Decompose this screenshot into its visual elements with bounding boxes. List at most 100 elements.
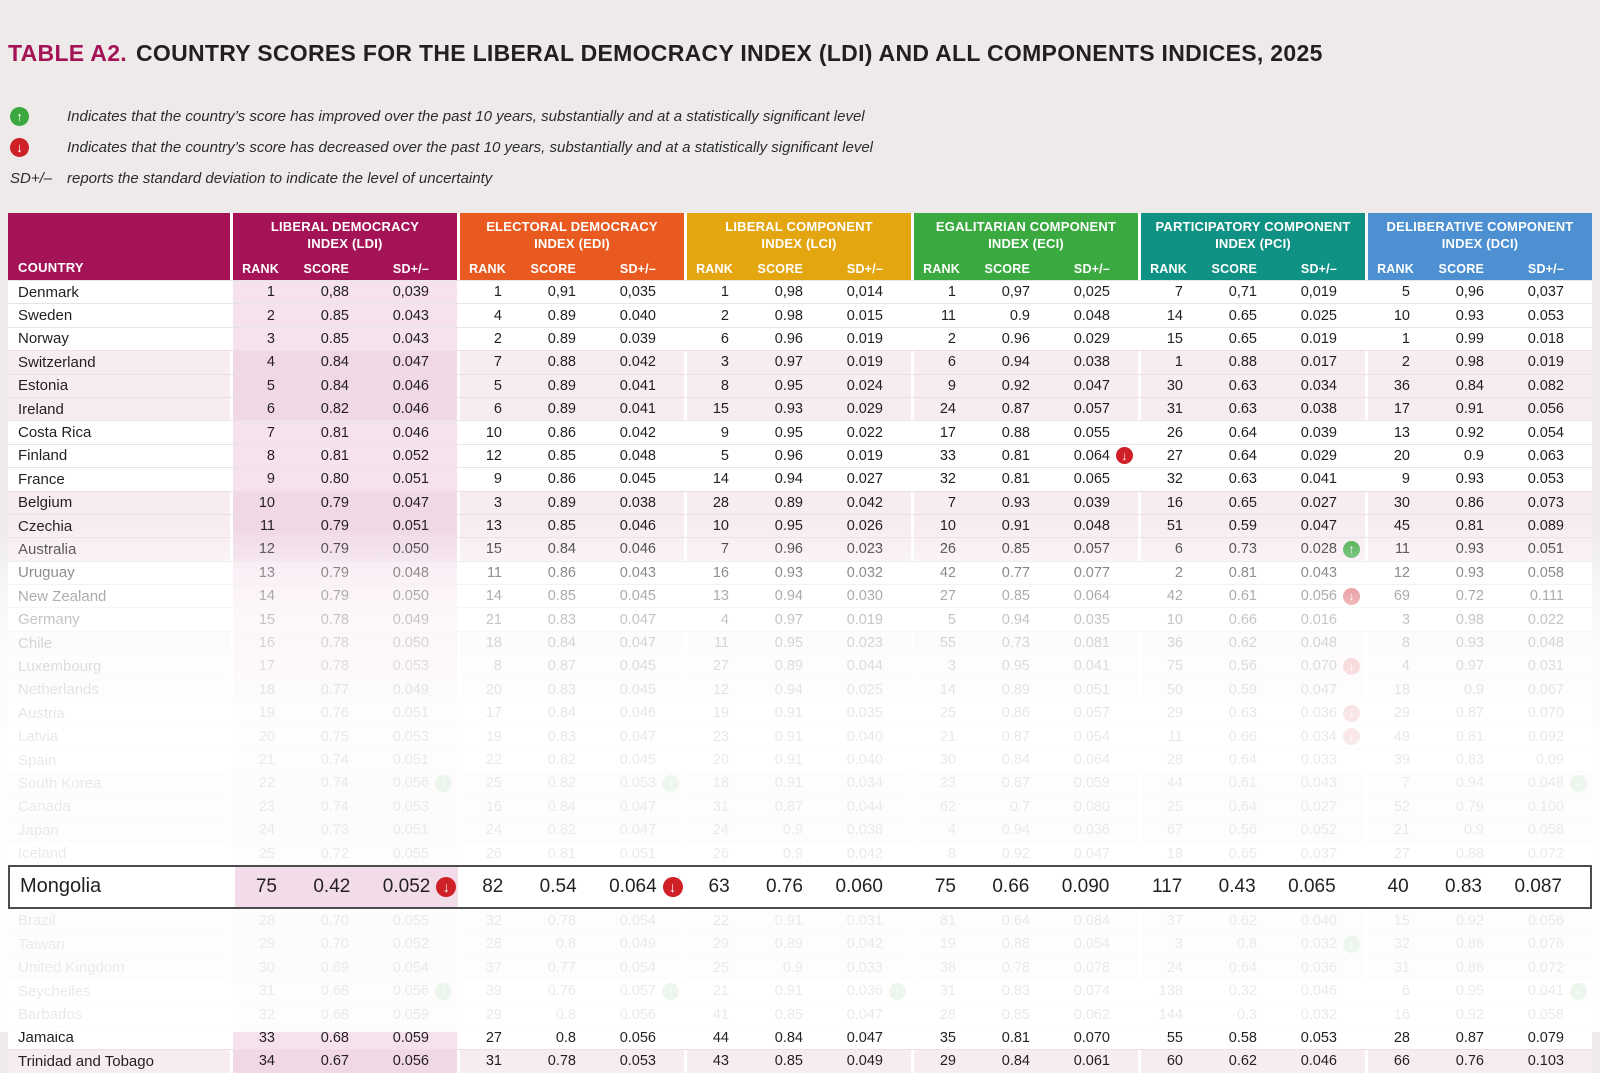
sd-value: 0.043: [619, 564, 656, 581]
rank-value: 31: [939, 983, 956, 1000]
score-value: 0.89: [547, 330, 576, 347]
ldi-cells: 6 0.82 0.046: [230, 397, 457, 421]
rank-value: 28: [485, 936, 502, 953]
rank-value: 7: [1174, 284, 1183, 301]
score-value: 0.63: [1228, 377, 1257, 394]
score-value: 0.82: [547, 752, 576, 768]
rank-value: 63: [708, 875, 730, 897]
sd-value: 0.040: [619, 307, 656, 324]
subheader-rank: RANK: [923, 262, 960, 276]
score-value: 0.79: [320, 564, 349, 581]
eci-cells: 38 0.78 0.078: [911, 956, 1138, 979]
subheader-score: SCORE: [530, 262, 576, 276]
edi-cells: 28 0.8 0.049: [457, 933, 684, 956]
table-row-canada: Canada 23 0.74 0.053 16 0.84 0.047 31 0.87 0.044 6…: [8, 794, 1592, 818]
rank-value: 1: [1401, 330, 1410, 347]
sd-value: 0.033: [1300, 752, 1337, 768]
country-name: New Zealand: [18, 587, 107, 605]
sd-value: 0.054: [1073, 936, 1110, 953]
rank-value: 3: [720, 354, 729, 371]
score-value: 0.59: [1228, 518, 1257, 535]
country-name: Norway: [18, 330, 69, 348]
sd-value: 0.022: [1527, 611, 1564, 628]
sd-value: 0.046: [1300, 983, 1337, 1000]
group-header-edi-title: ELECTORAL DEMOCRACY INDEX (EDI): [486, 219, 658, 251]
rank-value: 32: [485, 912, 502, 929]
rank-value: 138: [1158, 983, 1183, 1000]
country-name: Sweden: [18, 307, 73, 325]
sd-value: 0.048: [1300, 635, 1337, 652]
sd-value: 0.054: [392, 959, 429, 976]
rank-value: 28: [939, 1006, 956, 1023]
rank-value: 24: [1166, 959, 1183, 976]
sd-value: 0.067: [1527, 681, 1564, 698]
pci-cells: 50 0.59 0.047: [1138, 678, 1365, 702]
rank-value: 24: [258, 822, 275, 839]
sd-value: 0.055: [392, 912, 429, 929]
rank-value: 15: [1166, 330, 1183, 347]
trend-slot: ↓: [659, 876, 685, 897]
eci-cells: 75 0.66 0.090: [910, 866, 1137, 907]
rank-value: 22: [485, 752, 502, 768]
sd-value: 0.026: [846, 518, 883, 535]
legend-sd-text: reports the standard deviation to indica…: [67, 170, 493, 187]
rank-value: 24: [485, 822, 502, 839]
table-row-costa-rica: Costa Rica 7 0.81 0.046 10 0.86 0.042 9 0.95 0.02…: [8, 420, 1592, 444]
sd-value: 0.040: [846, 728, 883, 745]
score-value: 0.62: [1228, 912, 1257, 929]
sd-value: 0.072: [1527, 959, 1564, 976]
group-header-dci: DELIBERATIVE COMPONENT INDEX (DCI) RANK SC…: [1365, 213, 1592, 280]
sd-value: 0.048: [1073, 307, 1110, 324]
rank-value: 10: [485, 424, 502, 441]
rank-value: 30: [939, 752, 956, 768]
rank-value: 37: [485, 959, 502, 976]
rank-value: 50: [1166, 681, 1183, 698]
sd-value: 0.056: [619, 1029, 656, 1046]
score-value: 0.85: [774, 1053, 803, 1070]
down-arrow-circle-icon: ↓: [1116, 447, 1133, 465]
sd-value: 0.032: [1300, 1006, 1337, 1023]
subheader-score: SCORE: [1211, 262, 1257, 276]
rank-value: 5: [720, 447, 729, 464]
dci-cells: 5 0,96 0,037: [1365, 281, 1592, 304]
up-arrow-circle-icon: ↑: [10, 107, 29, 126]
score-value: 0.56: [1228, 822, 1257, 839]
up-arrow-circle-icon: ↑: [662, 982, 679, 1000]
rank-value: 31: [258, 983, 275, 1000]
sd-value: 0.047: [1300, 681, 1337, 698]
sd-value: 0.045: [619, 681, 656, 698]
sd-value: 0.047: [619, 728, 656, 745]
score-value: 0.63: [1228, 401, 1257, 418]
sd-value: 0.042: [846, 936, 883, 953]
up-arrow-circle-icon: ↑: [435, 774, 452, 792]
rank-value: 7: [1401, 775, 1410, 792]
score-value: 0.82: [547, 822, 576, 839]
rank-value: 16: [1166, 494, 1183, 511]
country-name: Switzerland: [18, 353, 96, 371]
score-value: 0.83: [547, 611, 576, 628]
sd-value: 0.056: [1527, 912, 1564, 929]
rank-value: 21: [712, 983, 729, 1000]
rank-value: 5: [493, 377, 502, 394]
sd-value: 0.019: [846, 330, 883, 347]
eci-cells: 24 0.87 0.057: [911, 397, 1138, 421]
rank-value: 29: [1166, 705, 1183, 722]
sd-value: 0.059: [392, 1006, 429, 1023]
dci-cells: 3 0.98 0.022: [1365, 608, 1592, 631]
lci-cells: 11 0.95 0.023: [684, 631, 911, 655]
sd-value: 0.064: [1073, 447, 1110, 464]
sd-value: 0.049: [846, 1053, 883, 1070]
subheader-score: SCORE: [984, 262, 1030, 276]
subheader-score: SCORE: [757, 262, 803, 276]
sd-value: 0.055: [392, 845, 429, 862]
ldi-cells: 11 0.79 0.051: [230, 514, 457, 538]
score-value: 0.79: [320, 588, 349, 605]
score-value: 0.95: [1455, 983, 1484, 1000]
sd-value: 0.051: [392, 752, 429, 768]
edi-cells: 1 0,91 0,035: [457, 281, 684, 304]
lci-cells: 26 0.9 0.042: [684, 842, 911, 865]
group-header-edi-subheaders: RANK SCORE SD+/–: [460, 262, 684, 280]
dci-cells: 8 0.93 0.048: [1365, 631, 1592, 655]
rank-value: 9: [947, 377, 956, 394]
rank-value: 1: [947, 284, 956, 301]
